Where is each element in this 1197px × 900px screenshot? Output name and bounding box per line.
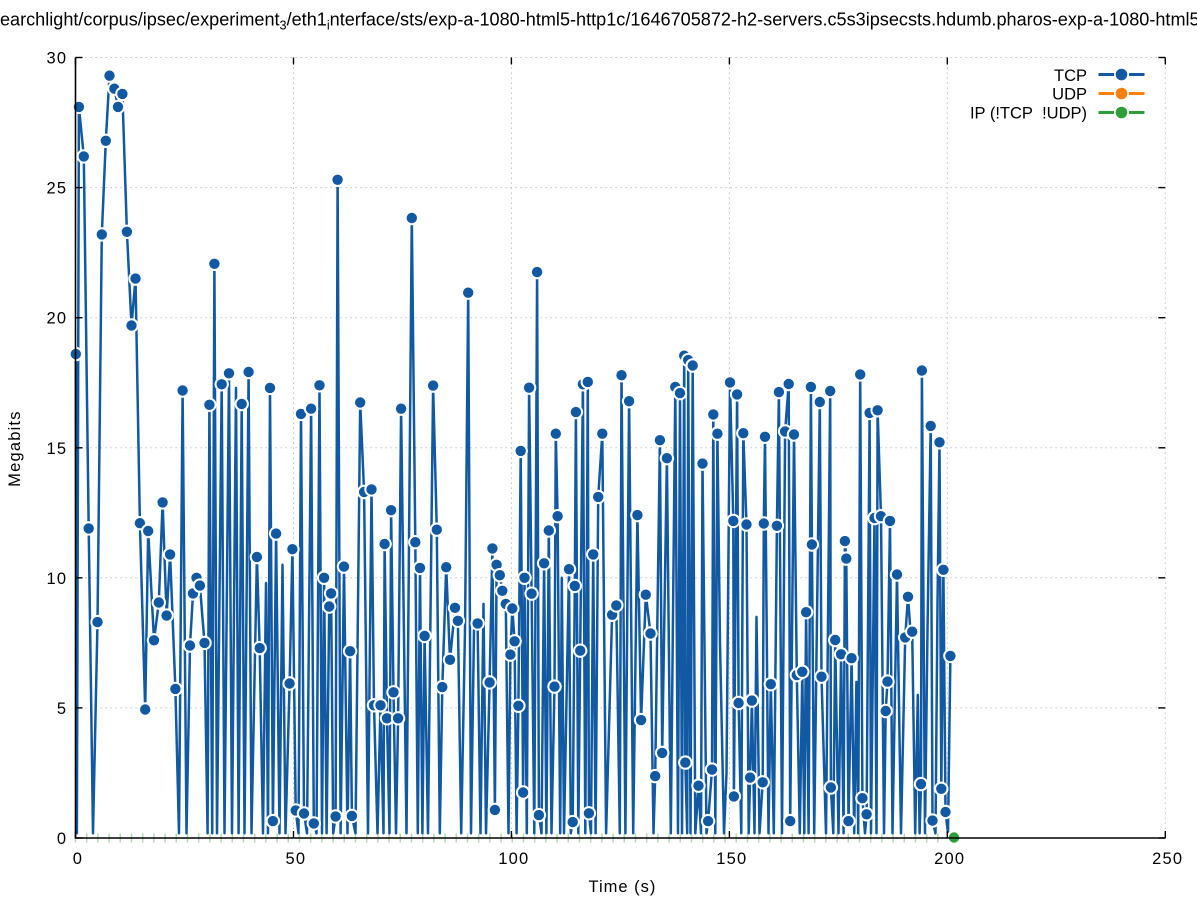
svg-text:5: 5 (57, 700, 67, 718)
svg-text:IP (!TCP !UDP): IP (!TCP !UDP) (970, 105, 1087, 123)
svg-text:searchlight/corpus/ipsec/exper: searchlight/corpus/ipsec/experiment3/eth… (0, 10, 1197, 33)
svg-text:150: 150 (716, 850, 747, 868)
svg-text:0: 0 (73, 850, 83, 868)
svg-text:30: 30 (47, 50, 68, 68)
svg-text:0: 0 (57, 830, 67, 848)
svg-text:25: 25 (47, 180, 68, 198)
svg-text:200: 200 (934, 850, 965, 868)
svg-text:Megabits: Megabits (6, 410, 24, 487)
svg-text:250: 250 (1152, 850, 1183, 868)
svg-text:15: 15 (47, 440, 68, 458)
svg-text:UDP: UDP (1052, 86, 1087, 104)
svg-text:Time (s): Time (s) (589, 878, 657, 896)
svg-text:TCP: TCP (1054, 67, 1087, 85)
svg-text:20: 20 (47, 310, 68, 328)
svg-text:50: 50 (286, 850, 307, 868)
svg-text:10: 10 (47, 570, 68, 588)
svg-text:100: 100 (498, 850, 529, 868)
